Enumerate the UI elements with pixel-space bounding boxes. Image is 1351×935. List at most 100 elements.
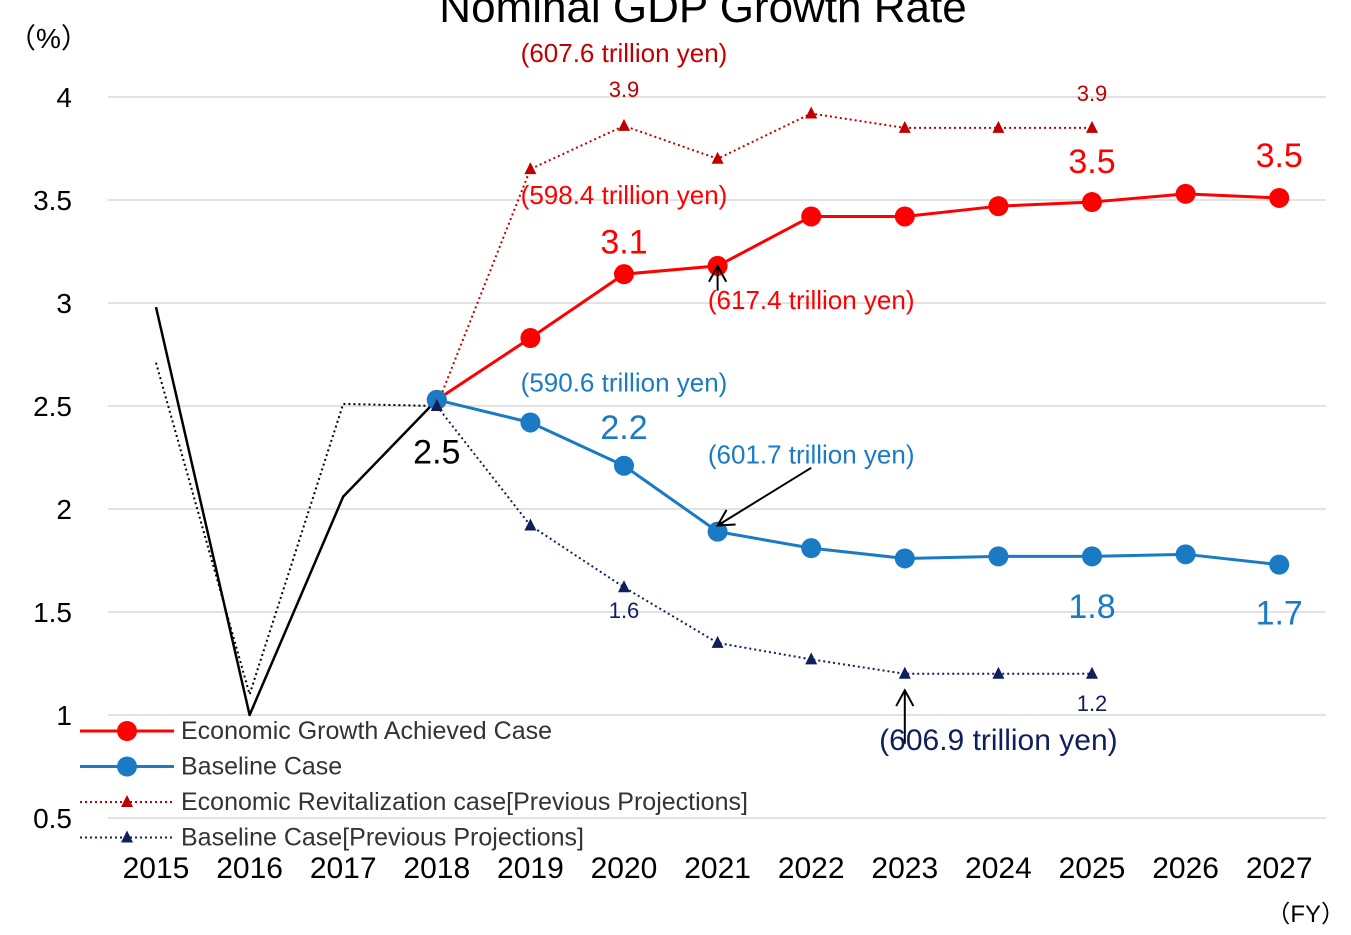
- data-label: 3.9: [1077, 81, 1108, 106]
- economic-growth-achieved-case-point: [1175, 183, 1196, 204]
- series-markers: [426, 106, 1290, 679]
- annotation-arrowhead: [895, 688, 915, 707]
- economic-growth-achieved-case-point: [520, 328, 541, 349]
- economic-growth-achieved-case-line: [435, 192, 1280, 402]
- y-tick-label: 1.5: [33, 597, 72, 628]
- data-label: 1.6: [609, 598, 640, 623]
- data-label: (607.6 trillion yen): [521, 38, 728, 68]
- x-axis-unit: （FY）: [1266, 901, 1345, 928]
- baseline-case-point: [707, 521, 728, 542]
- economic-revitalization-case-previous-point: [805, 106, 818, 119]
- data-label: 3.9: [609, 77, 640, 102]
- baseline-case-point: [894, 548, 915, 569]
- economic-revitalization-case-previous-point: [524, 162, 537, 175]
- legend-label: Economic Growth Achieved Case: [181, 717, 552, 745]
- legend-label: Baseline Case[Previous Projections]: [181, 824, 584, 852]
- baseline-case-previous-point: [898, 666, 911, 679]
- legend-marker: [121, 795, 133, 807]
- economic-growth-achieved-case-point: [801, 206, 822, 227]
- y-tick-label: 3: [56, 288, 72, 319]
- baseline-case-previous-point: [805, 652, 818, 665]
- y-tick-label: 1: [56, 700, 72, 731]
- data-label: (598.4 trillion yen): [521, 180, 728, 210]
- legend: Economic Growth Achieved Case Baseline Ca…: [80, 717, 748, 852]
- data-label: (601.7 trillion yen): [708, 440, 915, 470]
- y-axis-ticks: 0.5 1 1.5 2 2.5 3 3.5 4: [33, 82, 72, 834]
- data-label: 2.2: [600, 409, 647, 447]
- economic-revitalization-case-previous-point: [898, 120, 911, 133]
- fy2015-2017-actual-dotted-line: [155, 362, 437, 696]
- economic-revitalization-case-previous-point: [1086, 120, 1098, 133]
- data-label: (590.6 trillion yen): [521, 368, 728, 398]
- baseline-case-point: [1269, 554, 1290, 575]
- x-tick-label: 2018: [403, 852, 470, 885]
- legend-label: Baseline Case: [181, 753, 342, 781]
- data-label: 1.8: [1068, 588, 1115, 626]
- x-tick-label: 2023: [871, 852, 938, 885]
- baseline-case-point: [614, 455, 634, 476]
- economic-growth-achieved-case-point: [614, 264, 634, 285]
- x-tick-label: 2022: [778, 852, 845, 885]
- x-tick-label: 2021: [684, 852, 751, 885]
- data-annotations: (607.6 trillion yen) 3.9 3.9 3.5 3.5 (598.4 t…: [413, 38, 1303, 757]
- gridlines: [108, 96, 1326, 819]
- x-tick-label: 2016: [216, 852, 283, 885]
- legend-entry: Baseline Case[Previous Projections]: [80, 824, 584, 852]
- baseline-case-point: [801, 538, 822, 559]
- legend-marker: [121, 830, 133, 843]
- x-tick-label: 2017: [310, 852, 377, 885]
- annotation-arrows: [708, 263, 915, 744]
- economic-revitalization-case-previous-line: [435, 112, 1092, 407]
- economic-revitalization-case-previous-point: [618, 118, 630, 131]
- y-tick-label: 0.5: [33, 803, 72, 834]
- baseline-case-previous-point: [524, 518, 537, 531]
- series-lines: [154, 112, 1280, 717]
- legend-entry: Economic Growth Achieved Case: [80, 717, 552, 745]
- baseline-case-previous-point: [618, 580, 630, 593]
- economic-revitalization-case-previous-point: [711, 151, 724, 164]
- baseline-case-previous-point: [1086, 666, 1098, 679]
- y-tick-label: 2: [56, 494, 72, 525]
- baseline-case-point: [988, 546, 1009, 567]
- x-tick-label: 2026: [1152, 852, 1219, 885]
- x-tick-label: 2020: [591, 852, 658, 885]
- x-tick-label: 2027: [1246, 852, 1313, 885]
- economic-growth-achieved-case-point: [1082, 192, 1102, 213]
- y-axis-unit: （%）: [8, 23, 89, 54]
- chart-title: Nominal GDP Growth Rate: [439, 0, 966, 32]
- economic-revitalization-case-previous-point: [992, 120, 1005, 133]
- legend-label: Economic Revitalization case[Previous Pr…: [181, 788, 748, 816]
- x-tick-label: 2015: [123, 852, 190, 885]
- data-label: 1.7: [1256, 594, 1303, 632]
- legend-entry: Baseline Case: [80, 753, 342, 781]
- baseline-case-point: [1175, 544, 1196, 565]
- data-label: 3.1: [600, 224, 647, 262]
- baseline-case-previous-point: [430, 399, 443, 411]
- data-label: 1.2: [1077, 691, 1108, 716]
- data-label: (617.4 trillion yen): [708, 285, 915, 315]
- x-axis-ticks: 2015 2016 2017 2018 2019 2020 2021 2022 2023 2024…: [123, 852, 1313, 885]
- fy2015-2017-actual-solid-line: [154, 306, 438, 717]
- legend-marker: [117, 756, 137, 777]
- annotation-arrowhead: [708, 263, 728, 283]
- data-label: 3.5: [1068, 143, 1115, 181]
- legend-entry: Economic Revitalization case[Previous Pr…: [80, 788, 748, 816]
- baseline-case-previous-point: [992, 666, 1005, 679]
- baseline-case-point: [520, 412, 541, 433]
- y-tick-label: 4: [56, 82, 72, 113]
- y-tick-label: 3.5: [33, 185, 72, 216]
- y-tick-label: 2.5: [33, 391, 72, 422]
- x-tick-label: 2019: [497, 852, 564, 885]
- economic-growth-achieved-case-point: [894, 206, 915, 227]
- x-tick-label: 2024: [965, 852, 1032, 885]
- baseline-case-previous-point: [711, 635, 724, 648]
- baseline-case-line: [436, 398, 1280, 567]
- baseline-case-point: [1082, 546, 1102, 567]
- annotation-arrow: [717, 466, 812, 527]
- baseline-case-previous-line: [436, 405, 1092, 675]
- annotation-arrowhead: [715, 509, 736, 527]
- economic-growth-achieved-case-point: [988, 196, 1009, 217]
- data-label: (606.9 trillion yen): [879, 724, 1117, 757]
- x-tick-label: 2025: [1059, 852, 1126, 885]
